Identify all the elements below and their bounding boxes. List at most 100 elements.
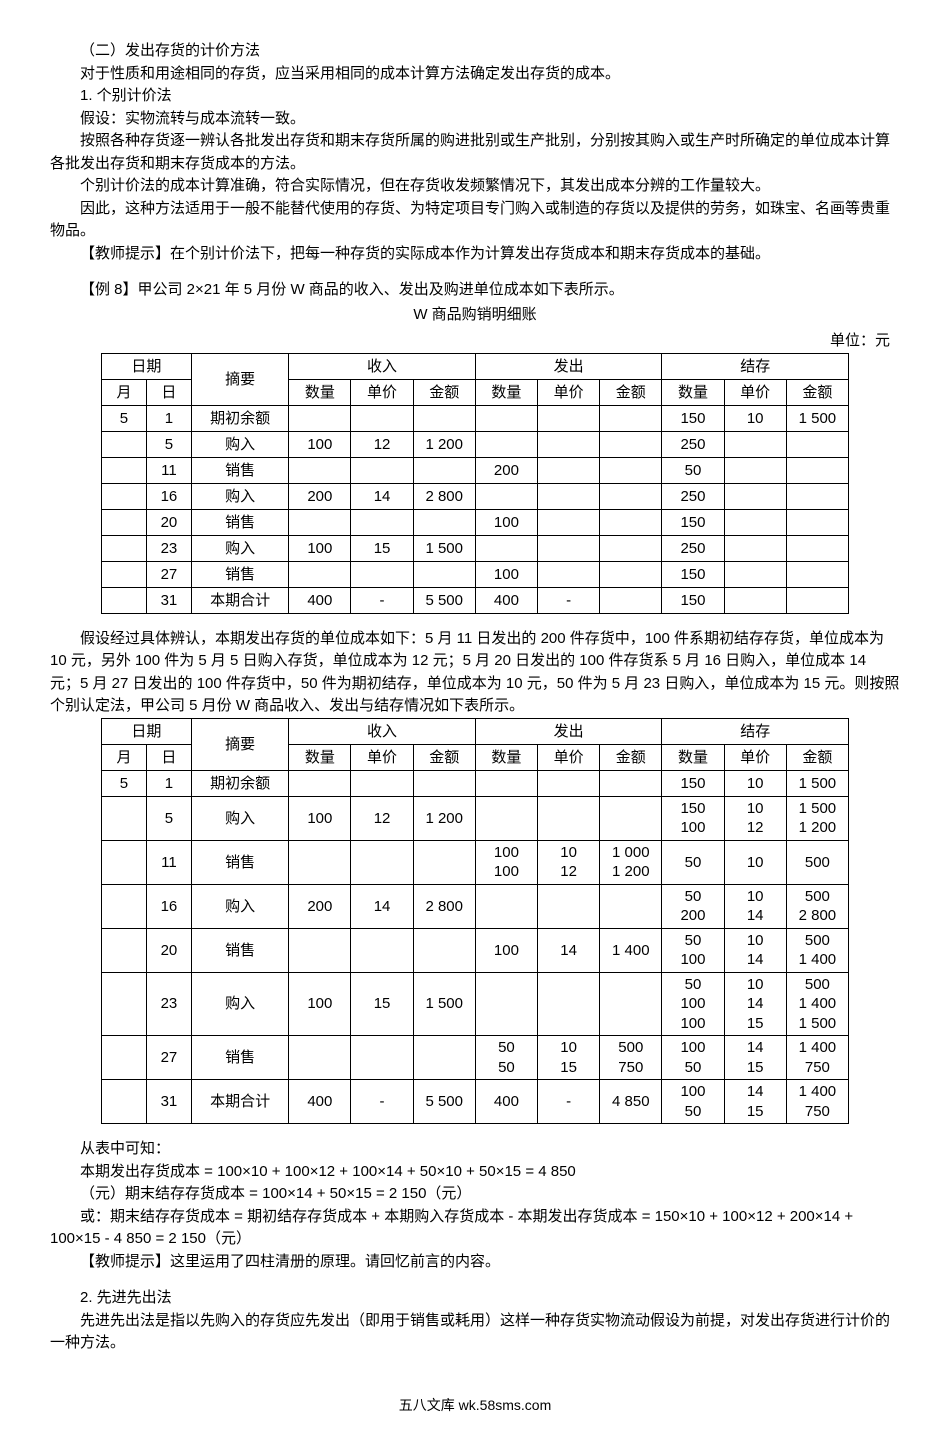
table-row: 23购入100151 500250	[102, 535, 849, 561]
table-cell: 23	[146, 972, 191, 1036]
table-cell: 本期合计	[191, 1080, 288, 1124]
table-cell	[475, 770, 537, 796]
body-text: 假设：实物流转与成本流转一致。	[50, 108, 900, 131]
table-cell: 14	[351, 483, 413, 509]
table-cell	[475, 972, 537, 1036]
table-cell	[413, 1036, 475, 1080]
table-cell: 400	[475, 1080, 537, 1124]
table-cell: 14	[538, 928, 600, 972]
table-cell: 10050	[662, 1036, 724, 1080]
table-cell: 50200	[662, 884, 724, 928]
col-balance: 结存	[662, 718, 849, 744]
table-cell: 1012	[724, 796, 786, 840]
table-cell	[724, 431, 786, 457]
table-row: 51期初余额150101 500	[102, 770, 849, 796]
table-cell: 购入	[191, 483, 288, 509]
col-amount: 金额	[786, 379, 848, 405]
table-cell: 150	[662, 405, 724, 431]
table-cell: 购入	[191, 796, 288, 840]
table-cell: 4 850	[600, 1080, 662, 1124]
table-cell: 23	[146, 535, 191, 561]
table-cell	[351, 770, 413, 796]
table-row: 20销售100141 4005010010145001 400	[102, 928, 849, 972]
section-heading: （二）发出存货的计价方法	[50, 40, 900, 63]
table-cell: 10	[724, 770, 786, 796]
body-text: 按照各种存货逐一辨认各批发出存货和期末存货所属的购进批别或生产批别，分别按其购入…	[50, 130, 900, 175]
body-text: 先进先出法是指以先购入的存货应先发出（即用于销售或耗用）这样一种存货实物流动假设…	[50, 1310, 900, 1355]
table-cell	[351, 928, 413, 972]
table-cell: 31	[146, 587, 191, 613]
table-cell: 150	[662, 561, 724, 587]
table-cell: 400	[289, 1080, 351, 1124]
table-cell	[351, 840, 413, 884]
table-cell	[413, 770, 475, 796]
table-cell	[600, 509, 662, 535]
table-cell: 1 400750	[786, 1080, 848, 1124]
table-cell	[102, 535, 147, 561]
col-date: 日期	[102, 718, 192, 744]
table-cell: 250	[662, 483, 724, 509]
table-cell: 5	[102, 405, 147, 431]
table-cell	[600, 535, 662, 561]
table-cell: 5 500	[413, 587, 475, 613]
table-cell: 400	[289, 587, 351, 613]
table-cell	[538, 535, 600, 561]
col-amount: 金额	[600, 744, 662, 770]
table-row: 16购入200142 8005020010145002 800	[102, 884, 849, 928]
table-cell	[538, 405, 600, 431]
table-cell: 1 200	[413, 431, 475, 457]
table-cell	[475, 535, 537, 561]
table-cell: -	[351, 1080, 413, 1124]
table-cell: 150	[662, 587, 724, 613]
table-cell	[289, 1036, 351, 1080]
col-amount: 金额	[600, 379, 662, 405]
table-cell: 250	[662, 535, 724, 561]
col-price: 单价	[538, 379, 600, 405]
table-cell: 1 400750	[786, 1036, 848, 1080]
table-cell: 11	[146, 457, 191, 483]
table-row: 31本期合计400-5 500400-150	[102, 587, 849, 613]
table-cell: 1012	[538, 840, 600, 884]
table-cell	[786, 535, 848, 561]
table-cell: 期初余额	[191, 405, 288, 431]
table-cell: 16	[146, 884, 191, 928]
calc-intro: 从表中可知：	[50, 1138, 900, 1161]
table-cell: 1015	[538, 1036, 600, 1080]
table-cell	[538, 770, 600, 796]
teacher-note: 【教师提示】在个别计价法下，把每一种存货的实际成本作为计算发出存货成本和期末存货…	[50, 243, 900, 266]
table-cell: 100	[289, 431, 351, 457]
table-cell	[600, 457, 662, 483]
col-qty: 数量	[662, 744, 724, 770]
table-cell: 5001 400	[786, 928, 848, 972]
col-income: 收入	[289, 353, 476, 379]
table-cell: -	[351, 587, 413, 613]
table-cell	[289, 928, 351, 972]
table-cell: 100	[475, 928, 537, 972]
teacher-note: 【教师提示】这里运用了四柱清册的原理。请回忆前言的内容。	[50, 1251, 900, 1274]
table-cell: 50	[662, 840, 724, 884]
table-cell	[600, 796, 662, 840]
body-text: 因此，这种方法适用于一般不能替代使用的存货、为特定项目专门购入或制造的存货以及提…	[50, 198, 900, 243]
table-cell: 100100	[475, 840, 537, 884]
table-cell	[289, 561, 351, 587]
col-amount: 金额	[413, 744, 475, 770]
ledger-table-1: 日期 摘要 收入 发出 结存 月 日 数量 单价 金额 数量 单价 金额 数量 …	[101, 353, 849, 614]
table-cell	[600, 561, 662, 587]
table-cell	[724, 483, 786, 509]
table-row: 5购入100121 200250	[102, 431, 849, 457]
table-cell	[351, 561, 413, 587]
table-cell: 27	[146, 1036, 191, 1080]
table-cell: 5	[146, 431, 191, 457]
col-price: 单价	[538, 744, 600, 770]
table-cell: 100	[475, 561, 537, 587]
table-cell: 销售	[191, 840, 288, 884]
table-row: 11销售20050	[102, 457, 849, 483]
table-cell: -	[538, 587, 600, 613]
table-cell	[600, 431, 662, 457]
table-row: 5购入100121 20015010010121 5001 200	[102, 796, 849, 840]
table-cell: 14	[351, 884, 413, 928]
table-cell: 1	[146, 405, 191, 431]
table-cell: 购入	[191, 535, 288, 561]
table-cell: 101415	[724, 972, 786, 1036]
method-heading: 2. 先进先出法	[50, 1287, 900, 1310]
